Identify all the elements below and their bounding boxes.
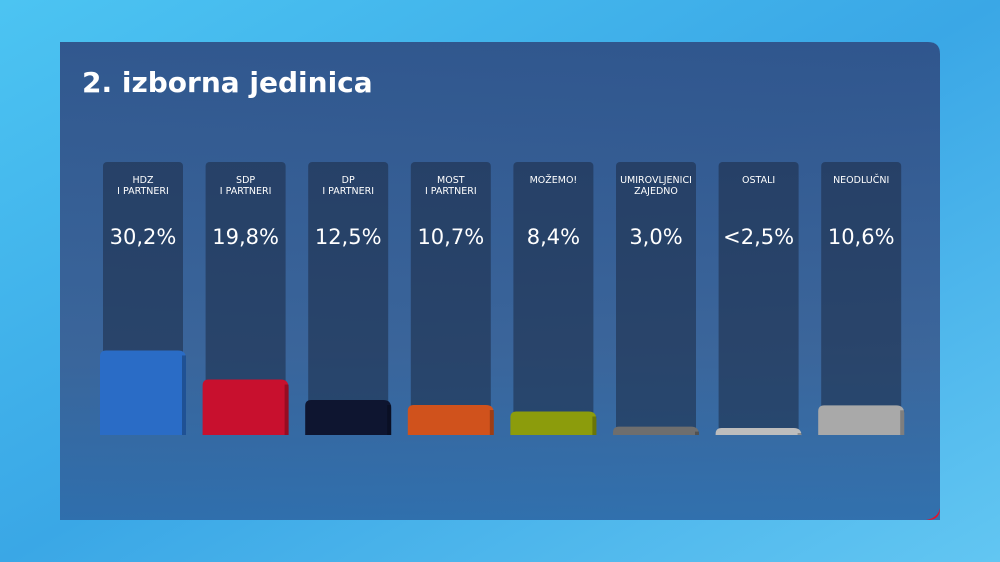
category-line: UMIROVLJENICI: [620, 175, 692, 186]
bar-shade: [592, 416, 597, 435]
category-label: SDP I PARTNERI: [220, 175, 272, 197]
value-label: 12,5%: [315, 225, 382, 249]
category-line: I PARTNERI: [220, 186, 272, 197]
category-line: DP: [342, 175, 355, 186]
bar: [305, 400, 392, 435]
value-label: 3,0%: [629, 225, 682, 249]
value-label: 19,8%: [212, 225, 279, 249]
category-label: HDZ I PARTNERI: [117, 175, 169, 197]
category-line: I PARTNERI: [322, 186, 374, 197]
category-label: MOŽEMO!: [530, 174, 578, 186]
value-label: 30,2%: [110, 225, 177, 249]
bar-shade: [387, 405, 392, 435]
bar-shade: [489, 410, 494, 435]
value-label: 10,6%: [828, 225, 895, 249]
category-line: HDZ: [133, 175, 154, 186]
category-line: I PARTNERI: [117, 186, 169, 197]
bar: [407, 405, 494, 435]
bar-shade: [900, 410, 905, 435]
category-line: ZAJEDNO: [634, 186, 678, 197]
category-line: OSTALI: [742, 175, 775, 186]
category-label: MOST I PARTNERI: [425, 175, 477, 197]
bar-shade: [797, 433, 802, 435]
category-label: UMIROVLJENICI ZAJEDNO: [620, 175, 692, 197]
corner-accent: [926, 508, 940, 520]
column-backdrop: [616, 162, 696, 435]
column-backdrop: [410, 162, 491, 435]
value-label: 10,7%: [417, 225, 484, 249]
bar: [202, 379, 289, 435]
bar: [818, 405, 905, 435]
column-backdrop: [308, 162, 389, 435]
category-line: I PARTNERI: [425, 186, 477, 197]
column-backdrop: [513, 162, 594, 435]
bar: [100, 350, 186, 435]
bar: [510, 411, 597, 435]
bar-shade: [284, 384, 289, 435]
category-label: OSTALI: [742, 175, 775, 186]
chart-title: 2. izborna jedinica: [82, 66, 373, 99]
column-backdrop: [821, 162, 902, 435]
category-line: MOST: [437, 175, 465, 186]
bar: [715, 428, 802, 436]
category-line: SDP: [236, 175, 255, 186]
column-backdrop: [205, 162, 286, 435]
value-label: 8,4%: [527, 225, 580, 249]
bar-shade: [182, 355, 186, 435]
bar: [613, 426, 699, 435]
category-line: MOŽEMO!: [530, 174, 578, 186]
column-backdrop: [718, 162, 799, 435]
panel: [60, 42, 940, 520]
bar-shade: [695, 431, 699, 435]
category-label: DP I PARTNERI: [322, 175, 374, 197]
category-label: NEODLUČNI: [833, 174, 889, 186]
category-line: NEODLUČNI: [833, 174, 889, 186]
value-label: <2,5%: [723, 225, 794, 249]
